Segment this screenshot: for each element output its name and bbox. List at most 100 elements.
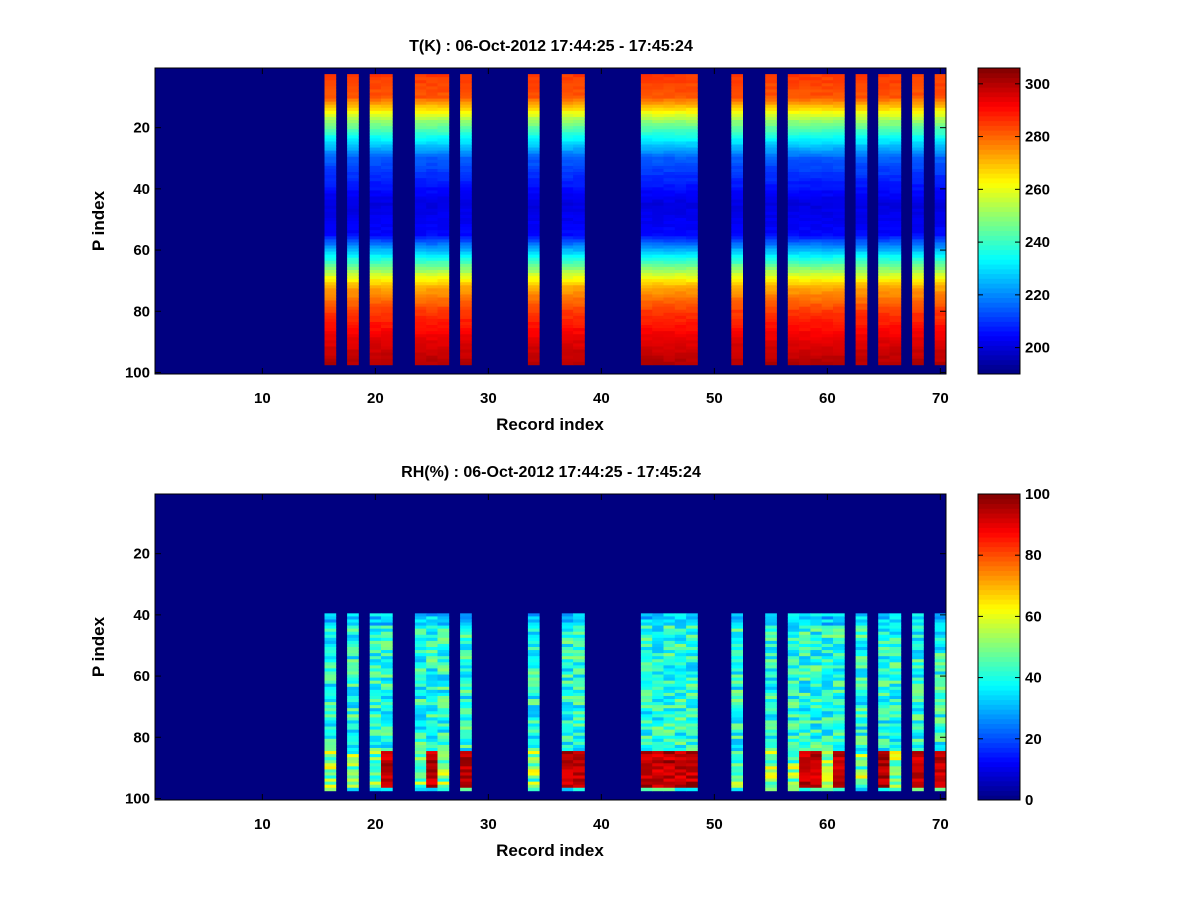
heatmap-cell	[889, 763, 902, 767]
heatmap-cell	[799, 628, 811, 633]
heatmap-cell	[460, 138, 472, 142]
heatmap-cell	[414, 720, 427, 724]
heatmap-cell	[787, 778, 800, 783]
heatmap-cell	[381, 208, 393, 213]
heatmap-cell	[912, 741, 924, 746]
heatmap-cell	[426, 217, 438, 222]
heatmap-cell	[912, 104, 924, 109]
heatmap-cell	[573, 619, 585, 623]
heatmap-cell	[561, 214, 574, 219]
heatmap-cell	[573, 692, 585, 697]
heatmap-cell	[347, 668, 359, 672]
heatmap-cell	[437, 631, 450, 636]
heatmap-cell	[640, 665, 653, 669]
heatmap-cell	[912, 708, 924, 712]
heatmap-cell	[663, 331, 676, 335]
heatmap-cell	[810, 732, 823, 737]
heatmap-cell	[414, 239, 427, 243]
heatmap-cell	[381, 726, 393, 731]
heatmap-cell	[347, 285, 359, 289]
heatmap-cell	[934, 168, 947, 173]
heatmap-cell	[347, 634, 359, 639]
heatmap-cell	[369, 202, 382, 207]
heatmap-cell	[912, 643, 924, 648]
heatmap-cell	[381, 766, 393, 770]
heatmap-cell	[731, 643, 743, 648]
heatmap-cell	[810, 135, 823, 139]
heatmap-cell	[324, 288, 337, 292]
heatmap-cell	[731, 674, 743, 678]
heatmap-cell	[381, 668, 393, 672]
heatmap-cell	[674, 705, 687, 709]
heatmap-cell	[573, 120, 585, 124]
heatmap-cell	[686, 325, 698, 329]
heatmap-cell	[347, 741, 359, 746]
heatmap-cell	[561, 242, 574, 246]
heatmap-cell	[369, 318, 382, 323]
heatmap-cell	[855, 732, 868, 737]
heatmap-cell	[787, 726, 800, 731]
heatmap-cell	[810, 650, 823, 654]
heatmap-cell	[527, 236, 540, 240]
record-column	[833, 74, 845, 366]
heatmap-cell	[878, 613, 890, 617]
heatmap-cell	[912, 766, 924, 770]
heatmap-cell	[437, 309, 450, 314]
heatmap-cell	[821, 77, 834, 81]
heatmap-cell	[414, 245, 427, 249]
heatmap-cell	[934, 720, 947, 724]
heatmap-cell	[799, 202, 811, 207]
heatmap-cell	[878, 251, 890, 256]
heatmap-cell	[686, 659, 698, 663]
heatmap-cell	[731, 671, 743, 675]
heatmap-cell	[437, 135, 450, 139]
heatmap-cell	[381, 233, 393, 237]
heatmap-cell	[912, 781, 924, 786]
heatmap-cell	[821, 221, 834, 225]
heatmap-cell	[573, 92, 585, 96]
heatmap-cell	[640, 720, 653, 724]
heatmap-cell	[381, 653, 393, 657]
heatmap-cell	[640, 113, 653, 118]
heatmap-cell	[426, 227, 438, 231]
heatmap-cell	[414, 141, 427, 145]
x-tick-label: 40	[593, 816, 610, 833]
heatmap-cell	[347, 346, 359, 350]
heatmap-cell	[889, 193, 902, 197]
heatmap-cell	[821, 775, 834, 779]
heatmap-cell	[889, 147, 902, 152]
heatmap-cell	[787, 257, 800, 262]
heatmap-cell	[460, 766, 472, 770]
heatmap-cell	[527, 199, 540, 204]
heatmap-cell	[912, 312, 924, 317]
heatmap-cell	[324, 689, 337, 694]
heatmap-cell	[426, 273, 438, 277]
heatmap-cell	[381, 720, 393, 724]
heatmap-cell	[414, 165, 427, 170]
colorbar-segment	[978, 742, 1020, 748]
heatmap-cell	[652, 653, 664, 657]
heatmap-cell	[573, 230, 585, 234]
heatmap-cell	[765, 361, 777, 366]
heatmap-cell	[889, 325, 902, 329]
heatmap-cell	[787, 279, 800, 283]
heatmap-cell	[731, 129, 743, 133]
heatmap-cell	[821, 637, 834, 642]
heatmap-cell	[934, 689, 947, 694]
heatmap-cell	[437, 358, 450, 363]
heatmap-cell	[855, 294, 868, 298]
heatmap-cell	[821, 110, 834, 115]
heatmap-cell	[426, 116, 438, 121]
heatmap-cell	[765, 288, 777, 292]
heatmap-cell	[369, 187, 382, 191]
heatmap-cell	[414, 135, 427, 139]
heatmap-cell	[561, 101, 574, 106]
heatmap-cell	[527, 358, 540, 363]
heatmap-cell	[640, 77, 653, 81]
heatmap-cell	[347, 269, 359, 274]
heatmap-cell	[765, 781, 777, 786]
heatmap-cell	[426, 665, 438, 669]
heatmap-cell	[437, 671, 450, 675]
heatmap-cell	[765, 83, 777, 87]
heatmap-cell	[912, 732, 924, 737]
